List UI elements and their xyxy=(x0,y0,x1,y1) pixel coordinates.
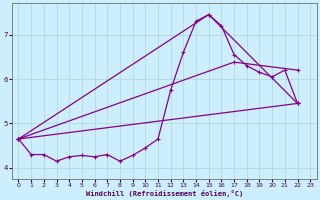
X-axis label: Windchill (Refroidissement éolien,°C): Windchill (Refroidissement éolien,°C) xyxy=(86,190,243,197)
